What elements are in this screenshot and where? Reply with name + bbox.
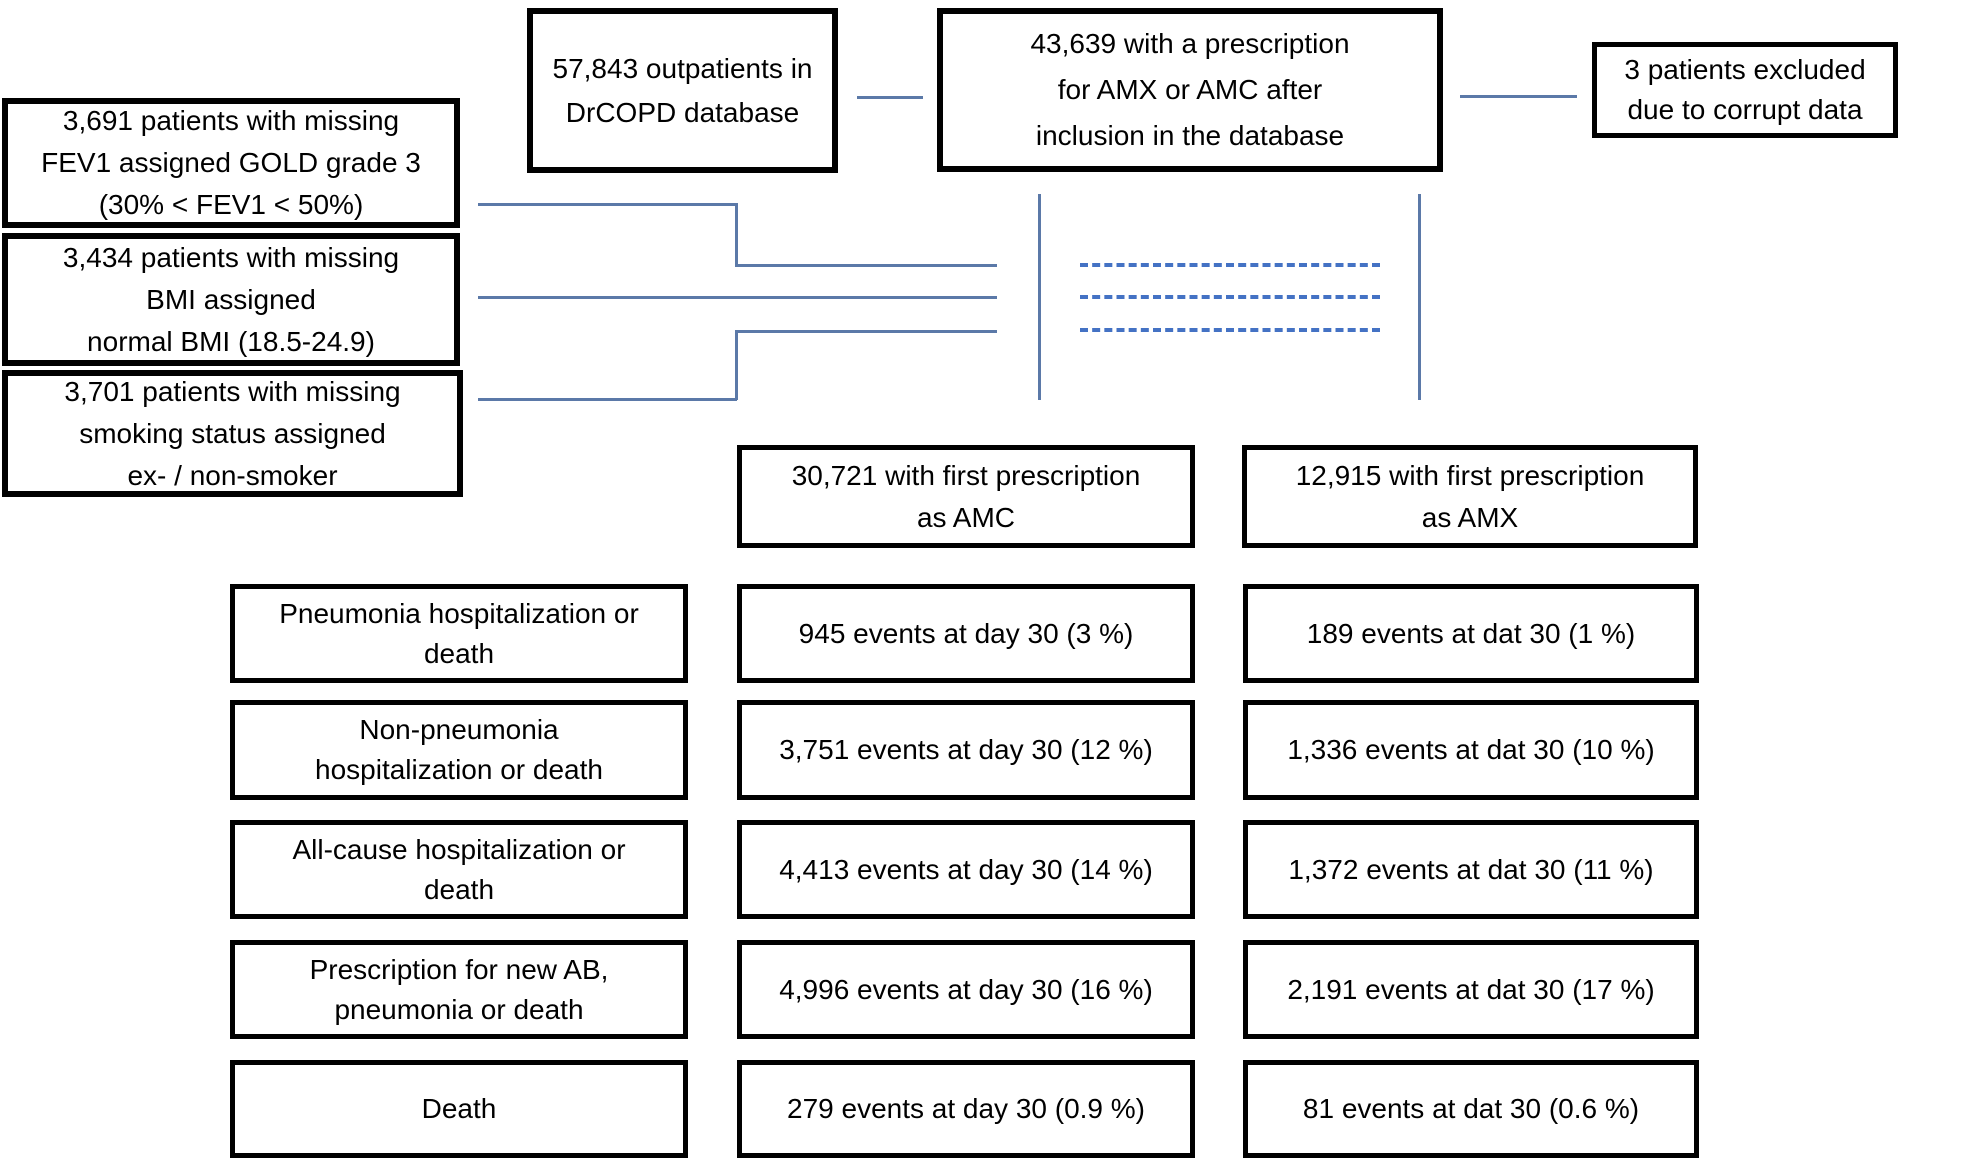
amx-outcome-box: 81 events at dat 30 (0.6 %) [1243,1060,1699,1158]
box-text-line: pneumonia or death [334,993,584,1025]
excluded-patients-box: 3 patients excluded due to corrupt data [1592,42,1898,138]
box-text-line: 12,915 with first prescription [1295,459,1645,491]
outcome-label-box: Non-pneumonia hospitalization or death [230,700,688,800]
box-text-line: inclusion in the database [1035,120,1345,151]
outcome-label-box: Pneumonia hospitalization or death [230,584,688,683]
box-text-line: All-cause hospitalization or [292,833,626,865]
outcome-label-box: Prescription for new AB, pneumonia or de… [230,940,688,1039]
outcome-label-box: Death [230,1060,688,1158]
box-text-line: as AMC [916,501,1016,533]
box-text-line: death [423,873,495,905]
connector-vertical-amc [1038,194,1041,400]
box-text-line: 3,434 patients with missing [62,241,400,273]
amx-outcome-box: 2,191 events at dat 30 (17 %) [1243,940,1699,1039]
box-text-line: hospitalization or death [315,754,603,785]
connector-smoking-segment [735,330,997,333]
box-text-line: Death [421,1093,497,1124]
connector-prescription-to-excluded [1460,95,1577,98]
box-text-line: 30,721 with first prescription [791,459,1141,491]
connector-fev1-segment [735,264,997,267]
box-text-line: ex- / non-smoker [127,459,338,491]
box-text-line: 4,413 events at day 30 (14 %) [779,853,1153,885]
box-text-line: 3,701 patients with missing [64,375,401,407]
box-text-line: Non-pneumonia [359,714,559,745]
box-text-line: Prescription for new AB, [309,953,609,985]
box-text-line: due to corrupt data [1627,94,1863,125]
amc-outcome-box: 3,751 events at day 30 (12 %) [737,700,1195,800]
amx-amc-prescription-box: 43,639 with a prescription for AMX or AM… [937,8,1443,172]
connector-bmi-segment [478,296,997,299]
box-text-line: for AMX or AMC after [1057,74,1323,105]
dashed-connector-line [1080,295,1380,299]
amx-outcome-box: 189 events at dat 30 (1 %) [1243,584,1699,683]
box-text-line: 2,191 events at dat 30 (17 %) [1287,973,1655,1005]
dashed-connector-line [1080,328,1380,332]
box-text-line: 3 patients excluded [1624,54,1866,85]
missing-bmi-box: 3,434 patients with missing BMI assigned… [2,233,460,366]
box-text-line: Pneumonia hospitalization or [279,597,639,629]
amc-arm-box: 30,721 with first prescription as AMC [737,445,1195,548]
box-text-line: 4,996 events at day 30 (16 %) [779,973,1153,1005]
box-text-line: BMI assigned [146,283,316,315]
amc-outcome-box: 4,996 events at day 30 (16 %) [737,940,1195,1039]
box-text-line: 1,336 events at dat 30 (10 %) [1287,734,1655,765]
box-text-line: normal BMI (18.5-24.9) [87,325,375,357]
box-text-line: 945 events at day 30 (3 %) [798,617,1134,649]
box-text-line: 81 events at dat 30 (0.6 %) [1302,1093,1640,1124]
box-text-line: 43,639 with a prescription [1030,28,1350,59]
box-text-line: smoking status assigned [79,417,386,449]
connector-fev1-segment [735,203,738,267]
box-text-line: 1,372 events at dat 30 (11 %) [1288,853,1654,885]
outcome-label-box: All-cause hospitalization or death [230,820,688,919]
missing-fev1-box: 3,691 patients with missing FEV1 assigne… [2,98,460,228]
connector-vertical-amx [1418,194,1421,400]
box-text-line: 279 events at day 30 (0.9 %) [787,1093,1145,1124]
box-text-line: (30% < FEV1 < 50%) [98,189,364,220]
box-text-line: DrCOPD database [565,96,800,128]
box-text-line: death [423,637,495,669]
box-text-line: as AMX [1421,501,1519,533]
outpatients-database-box: 57,843 outpatients in DrCOPD database [527,8,838,173]
dashed-connector-line [1080,263,1380,267]
connector-fev1-segment [478,203,737,206]
amc-outcome-box: 279 events at day 30 (0.9 %) [737,1060,1195,1158]
connector-database-to-prescription [857,96,923,99]
amx-arm-box: 12,915 with first prescription as AMX [1242,445,1698,548]
connector-smoking-segment [735,332,738,400]
amc-outcome-box: 4,413 events at day 30 (14 %) [737,820,1195,919]
connector-smoking-segment [478,398,737,401]
box-text-line: FEV1 assigned GOLD grade 3 [41,147,421,178]
missing-smoking-status-box: 3,701 patients with missing smoking stat… [2,370,463,497]
amx-outcome-box: 1,372 events at dat 30 (11 %) [1243,820,1699,919]
box-text-line: 189 events at dat 30 (1 %) [1306,617,1636,649]
amx-outcome-box: 1,336 events at dat 30 (10 %) [1243,700,1699,800]
box-text-line: 3,751 events at day 30 (12 %) [779,734,1153,765]
box-text-line: 3,691 patients with missing [62,105,400,136]
amc-outcome-box: 945 events at day 30 (3 %) [737,584,1195,683]
box-text-line: 57,843 outpatients in [552,52,813,84]
